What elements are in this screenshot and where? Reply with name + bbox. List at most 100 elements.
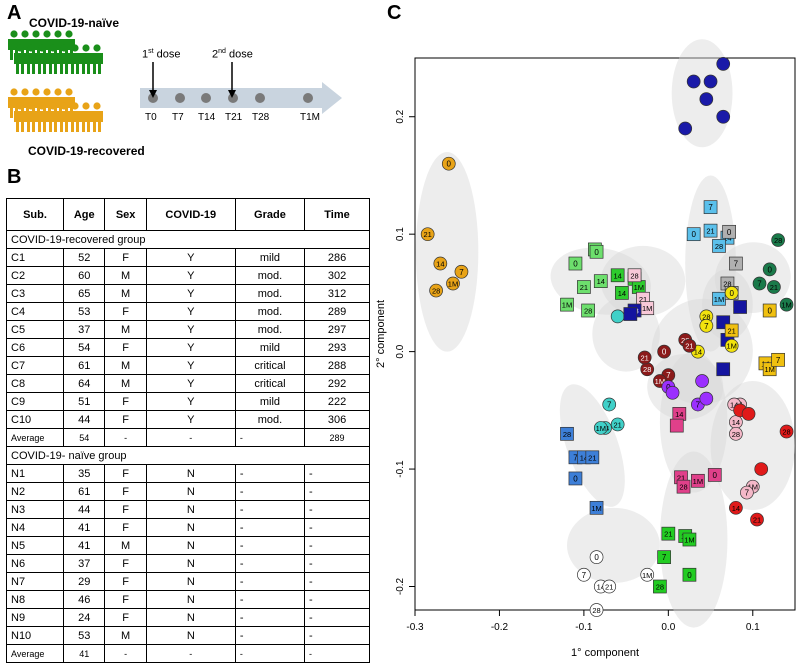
point-label: 21 [641,353,649,362]
y-tick-label: -0.1 [395,460,406,478]
point-marker [429,283,443,298]
point-label: 1M [562,301,572,310]
data-point [623,307,638,321]
point-label: 14 [597,583,605,592]
table-cell: mod. [234,284,306,303]
timepoint-label: T7 [172,112,184,123]
timepoint-dot [255,93,265,103]
point-label: 21 [770,283,778,292]
table-cell: - [304,518,370,537]
pca-plot: -0.3 -0.2 -0.1 0.0 0.1 -0.2 -0.1 0.0 0.1 0.2 1° co… [375,39,796,659]
point-marker [699,318,714,333]
table-cell: 64 [63,374,106,393]
table-cell: mild [234,248,306,267]
timepoint-label: T14 [198,112,216,123]
table-cell: - [234,590,306,609]
table-cell: 293 [304,338,370,357]
point-label: 14 [732,504,740,513]
table-cell: - [304,590,370,609]
data-point: 0 [568,471,583,486]
point-label: 28 [592,606,600,615]
table-cell: Y [145,356,236,375]
data-point [716,362,731,377]
point-label: 0 [447,160,452,169]
data-point [699,92,714,106]
data-point: 7 [577,567,591,582]
table-cell: 35 [63,464,106,483]
timepoint-dot [228,93,238,103]
point-label: 1M [634,283,644,292]
table-cell: 61 [63,356,106,375]
column-header: Age [63,198,106,231]
table-cell: 53 [63,626,106,645]
point-label: 1M [642,571,652,580]
data-point: 1M [640,301,655,316]
panel-a-letter: A [7,2,22,24]
table-cell: - [234,482,306,501]
table-cell: N [145,482,236,501]
point-marker [420,227,435,242]
table-row: N8 46 F N - - [5,590,370,609]
table-cell: 288 [304,356,370,375]
timeline [140,82,342,114]
data-point: 28 [771,233,785,247]
point-marker [589,244,604,259]
point-label: 7 [582,571,587,580]
point-marker [767,280,781,294]
table-row: Average 41- - - - [5,644,370,663]
point-label: 28 [679,483,687,492]
point-label: 28 [432,287,440,296]
data-point: 0 [686,227,701,242]
point-marker [669,418,684,433]
point-marker [779,424,794,439]
cluster-ellipse [659,351,728,493]
table-cell: mild [234,338,306,357]
table-cell: N [145,554,236,573]
data-point: 28 [627,268,642,283]
table-cell: - [304,572,370,591]
point-label: 14 [732,418,740,427]
data-point: 7 [703,200,718,215]
point-label: 0 [713,471,718,480]
table-cell: 41 [63,518,106,537]
point-label: 0 [594,248,599,257]
timepoint-dot [303,93,313,103]
table-cell: - [234,500,306,519]
table-row: N3 44 F N - - [5,500,370,519]
table-cell: N [145,464,236,483]
point-label: 28 [630,271,638,280]
point-label: 1M [591,504,601,513]
point-marker [699,92,714,106]
point-marker [691,473,705,488]
point-label: 1M [764,365,774,374]
data-point: 14 [729,415,743,429]
data-point: 14 [610,268,625,283]
data-point: 14 [593,274,608,288]
dose1-arrow-icon [149,90,157,98]
table-cell: N5 [5,536,65,555]
table-cell: 65 [63,284,106,303]
point-label: 7 [607,400,612,409]
point-label: 28 [702,312,710,321]
data-point: 1M [724,338,739,353]
table-cell: - [234,608,306,627]
x-tick-label: -0.2 [491,622,509,633]
point-label: 1M [748,483,758,492]
table-cell: critical [234,356,306,375]
table-row: N6 37 F N - - [5,554,370,573]
point-marker [682,567,697,582]
table-cell: N [145,500,236,519]
point-label: 1M [448,279,458,288]
point-label: 21 [613,420,621,429]
data-point [733,300,747,314]
point-marker [716,362,731,377]
point-marker [577,567,591,582]
data-point: 21 [703,223,718,238]
dose-arrows [149,62,236,98]
table-row: N2 61 F N - - [5,482,370,501]
column-header: Time [304,198,370,231]
point-label: 7 [734,260,739,269]
